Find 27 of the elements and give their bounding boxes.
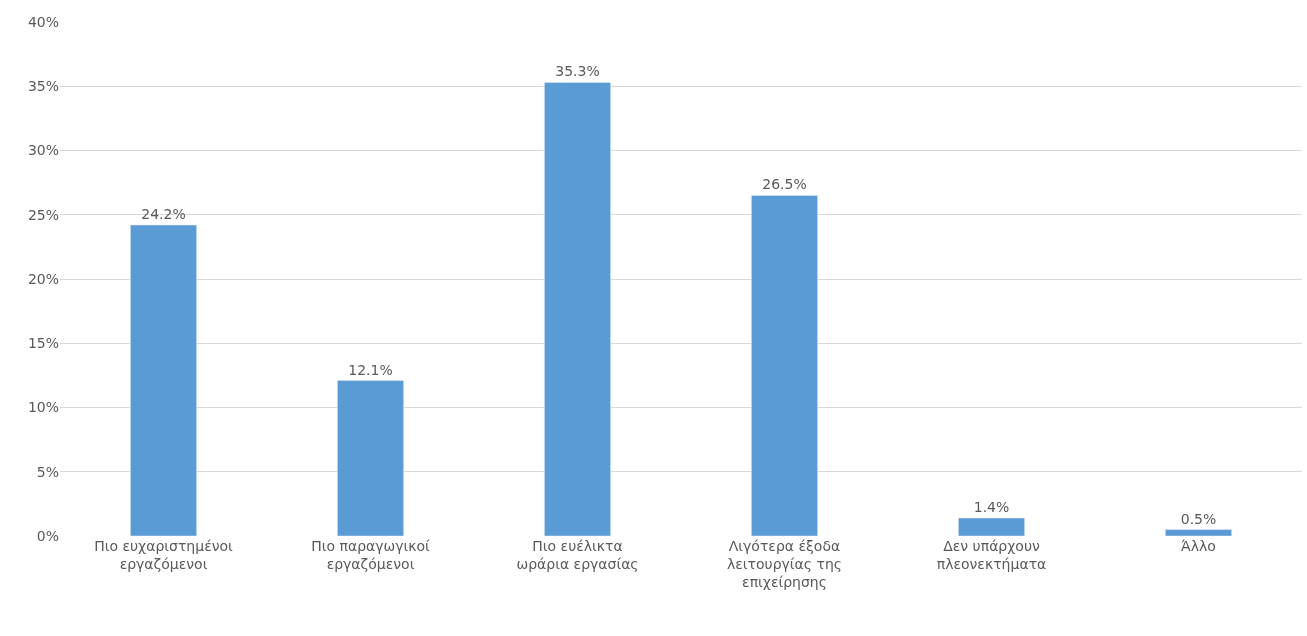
data-label: 24.2% — [141, 206, 186, 223]
data-label: 35.3% — [555, 63, 600, 80]
bar — [130, 224, 197, 536]
data-label: 12.1% — [348, 361, 393, 378]
y-tick-label: 5% — [36, 463, 59, 480]
y-tick-label: 15% — [27, 335, 59, 352]
y-tick-label: 10% — [27, 399, 59, 416]
y-tick-label: 20% — [27, 270, 59, 287]
bar — [751, 195, 818, 536]
y-tick-label: 40% — [27, 13, 59, 30]
x-tick-label: Πιο ευχαριστημένοι εργαζόμενοι — [94, 538, 234, 573]
x-tick-label: Πιο παραγωγικοί εργαζόμενοι — [311, 538, 431, 573]
data-label: 1.4% — [973, 499, 1010, 516]
x-tick-label: Δεν υπάρχουν πλεονεκτήματα — [936, 538, 1047, 573]
bar — [958, 517, 1025, 536]
data-label: 26.5% — [762, 176, 807, 193]
data-label: 0.5% — [1180, 510, 1217, 527]
bar — [1165, 529, 1232, 536]
y-tick-label: 25% — [27, 206, 59, 223]
y-tick-label: 35% — [27, 78, 59, 95]
y-tick-label: 0% — [36, 527, 59, 544]
x-tick-label: Άλλο — [1181, 538, 1216, 554]
x-tick-label: Πιο ευέλικτα ωράρια εργασίας — [516, 538, 639, 573]
x-tick-label: Λιγότερα έξοδα λειτουργίας της επιχείρησης — [726, 538, 843, 591]
bar — [544, 82, 611, 536]
bar — [337, 380, 404, 536]
y-tick-label: 30% — [27, 142, 59, 159]
